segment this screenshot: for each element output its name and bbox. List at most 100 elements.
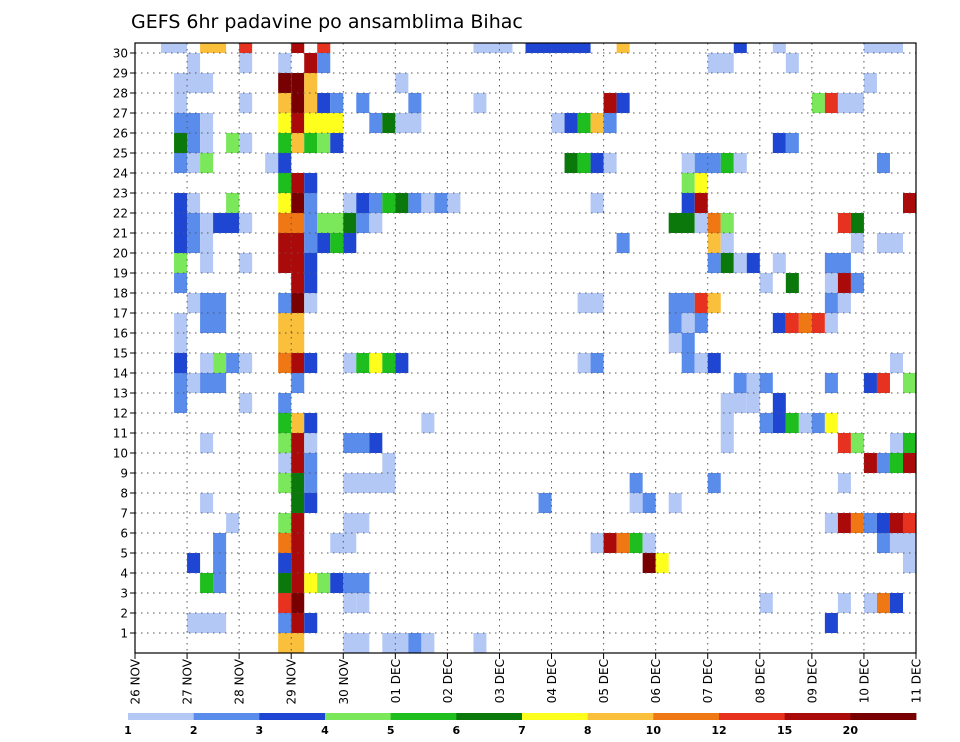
heatmap-cell <box>343 473 396 493</box>
heatmap-cell <box>746 393 760 413</box>
heatmap-cell <box>187 133 201 153</box>
heatmap-cell <box>603 153 617 173</box>
heatmap-cell <box>174 73 214 93</box>
heatmap-cell <box>395 113 422 133</box>
y-tick-label: 28 <box>113 87 128 101</box>
heatmap-cell <box>733 253 747 273</box>
y-tick-label: 29 <box>113 67 128 81</box>
heatmap-cell <box>902 373 916 393</box>
heatmap-cell <box>395 353 409 373</box>
heatmap-cell <box>213 353 227 373</box>
heatmap-cell <box>278 313 305 333</box>
colorbar-label: 10 <box>646 724 662 737</box>
heatmap-cell <box>863 73 877 93</box>
heatmap-cell <box>291 43 305 53</box>
heatmap-cell <box>174 213 188 233</box>
heatmap-cell <box>317 213 344 233</box>
heatmap-cell <box>824 373 838 393</box>
heatmap-cell <box>421 413 435 433</box>
heatmap-cell <box>811 93 825 113</box>
x-tick-label: 09 DEC <box>805 659 819 703</box>
heatmap-cell <box>213 553 227 573</box>
heatmap-cell <box>876 533 890 553</box>
heatmap-cell <box>668 313 682 333</box>
heatmap-cell <box>876 373 890 393</box>
heatmap-cell <box>174 253 188 273</box>
y-tick-label: 21 <box>113 227 128 241</box>
heatmap-cell <box>655 553 669 573</box>
heatmap-cell <box>187 613 227 633</box>
colorbar-label: 4 <box>321 724 329 737</box>
heatmap-cell <box>889 353 903 373</box>
heatmap-cell <box>772 43 786 53</box>
heatmap-cell <box>226 133 240 153</box>
heatmap-cell <box>239 393 253 413</box>
heatmap-cell <box>590 153 604 173</box>
heatmap-cell <box>187 193 201 213</box>
heatmap-cell <box>356 593 370 613</box>
y-tick-label: 4 <box>120 567 128 581</box>
heatmap-cell <box>291 113 305 133</box>
colorbar-label: 5 <box>387 724 395 737</box>
heatmap-cell <box>304 453 318 473</box>
heatmap-cell <box>824 513 838 533</box>
heatmap-cell <box>239 353 253 373</box>
heatmap-cell <box>876 153 890 173</box>
heatmap-cell <box>278 413 292 433</box>
y-tick-label: 5 <box>120 547 128 561</box>
heatmap-cell <box>278 393 292 413</box>
heatmap-cell <box>902 513 916 533</box>
heatmap-cell <box>200 573 214 593</box>
heatmap-cell <box>278 553 292 573</box>
heatmap-cell <box>304 173 318 193</box>
heatmap-cell <box>187 213 201 233</box>
heatmap-cell <box>759 373 773 393</box>
heatmap-cell <box>395 73 409 93</box>
heatmap-cell <box>863 43 903 53</box>
heatmap-cell <box>720 233 734 253</box>
heatmap-cell <box>525 43 591 53</box>
heatmap-cell <box>720 393 747 413</box>
colorbar-label: 20 <box>843 724 859 737</box>
heatmap-cell <box>824 613 838 633</box>
heatmap-cell <box>174 393 188 413</box>
heatmap-cell <box>174 333 188 353</box>
dotted-grid <box>135 43 916 653</box>
heatmap-cell <box>889 533 916 553</box>
heatmap-cell <box>291 193 305 213</box>
heatmap-cell <box>863 593 877 613</box>
colorbar-swatch <box>522 713 589 720</box>
heatmap-cell <box>304 73 318 93</box>
heatmap-cell <box>174 373 188 393</box>
heatmap-cell <box>239 53 253 73</box>
heatmap-cell <box>200 153 214 173</box>
heatmap-cell <box>304 113 344 133</box>
heatmap-cell <box>590 533 604 553</box>
heatmap-cell <box>213 573 227 593</box>
x-tick-label: 01 DEC <box>389 659 403 703</box>
heatmap-cell <box>291 173 305 193</box>
heatmap-cell <box>408 633 422 653</box>
heatmap-cell <box>174 153 188 173</box>
heatmap-cell <box>343 193 357 213</box>
x-tick-label: 27 NOV <box>181 658 195 704</box>
heatmap-cell <box>304 193 318 213</box>
heatmap-cell <box>278 153 292 173</box>
colorbar-label: 1 <box>124 724 132 737</box>
heatmap-cell <box>863 453 877 473</box>
heatmap-cell <box>304 493 318 513</box>
heatmap-cell <box>278 173 292 193</box>
colorbar-swatch <box>390 713 457 720</box>
heatmap-cell <box>473 633 487 653</box>
heatmap-cell <box>876 593 890 613</box>
y-tick-label: 22 <box>113 207 128 221</box>
heatmap-cell <box>408 93 422 113</box>
heatmap-cell <box>837 513 851 533</box>
heatmap-cell <box>876 233 903 253</box>
heatmap-cell <box>876 513 890 533</box>
heatmap-cell <box>772 253 786 273</box>
heatmap-cell <box>291 553 305 573</box>
colorbar-swatch <box>587 713 654 720</box>
heatmap-cell <box>291 613 305 633</box>
